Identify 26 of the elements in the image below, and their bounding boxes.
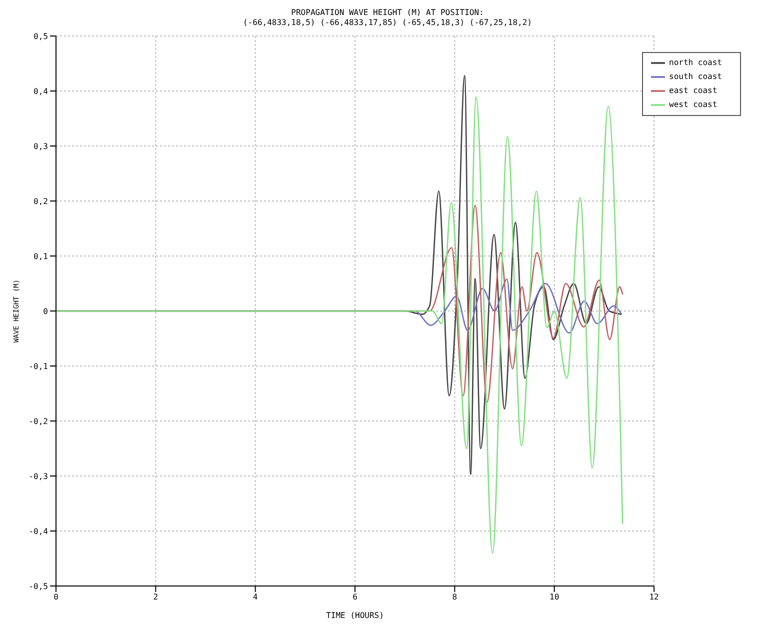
- y-tick-label: 0,4: [34, 86, 48, 96]
- x-tick-label: 6: [352, 592, 358, 602]
- y-tick-label: -0,4: [28, 526, 48, 536]
- x-tick-label: 4: [252, 592, 258, 602]
- legend-label: south coast: [669, 72, 722, 82]
- x-tick-label: 0: [54, 592, 59, 602]
- legend-label: east coast: [669, 86, 718, 96]
- chart-title: PROPAGATION WAVE HEIGHT (M) AT POSITION:: [291, 8, 484, 17]
- x-tick-label: 2: [153, 592, 158, 602]
- y-tick-label: -0,3: [28, 472, 48, 481]
- y-tick-label: 0,3: [34, 142, 48, 151]
- y-tick-label: -0,1: [28, 362, 48, 371]
- y-tick-label: -0,2: [28, 416, 48, 426]
- y-tick-label: 0,2: [34, 196, 48, 206]
- y-tick-label: 0: [43, 306, 48, 316]
- x-tick-label: 10: [550, 592, 560, 602]
- x-axis-title: TIME (HOURS): [326, 611, 384, 620]
- y-tick-label: 0,1: [34, 252, 48, 261]
- y-tick-label: 0,5: [34, 32, 48, 41]
- y-tick-label: -0,5: [28, 582, 48, 591]
- line-series: [56, 96, 624, 554]
- legend-label: west coast: [669, 100, 718, 110]
- chart-subtitle: (-66,4833,18,5) (-66,4833,17,85) (-65,45,18,3) (-67,25,18,2): [243, 18, 532, 27]
- legend-label: north coast: [669, 58, 722, 68]
- x-tick-label: 8: [452, 592, 458, 602]
- x-tick-label: 12: [649, 592, 660, 602]
